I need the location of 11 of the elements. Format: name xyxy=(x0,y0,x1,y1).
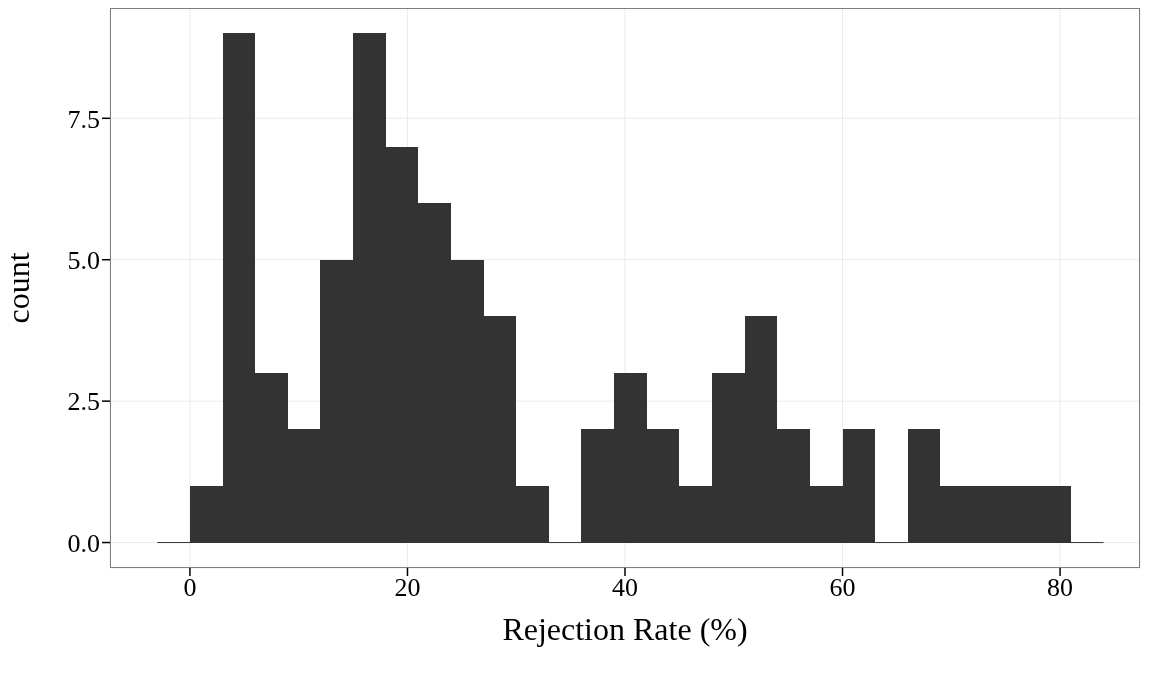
x-axis-title: Rejection Rate (%) xyxy=(502,611,748,647)
y-tick-label: 7.5 xyxy=(67,104,100,134)
x-tick-label: 60 xyxy=(829,573,856,603)
y-tick-label: 2.5 xyxy=(67,387,100,417)
x-tick-label: 40 xyxy=(612,573,638,603)
x-tick-label: 20 xyxy=(394,573,421,603)
y-tick-label: 0.0 xyxy=(67,528,100,558)
y-tick-label: 5.0 xyxy=(67,245,100,275)
x-tick-label: 0 xyxy=(183,573,197,603)
y-axis-title: count xyxy=(0,252,37,324)
x-tick-label: 80 xyxy=(1047,573,1074,603)
